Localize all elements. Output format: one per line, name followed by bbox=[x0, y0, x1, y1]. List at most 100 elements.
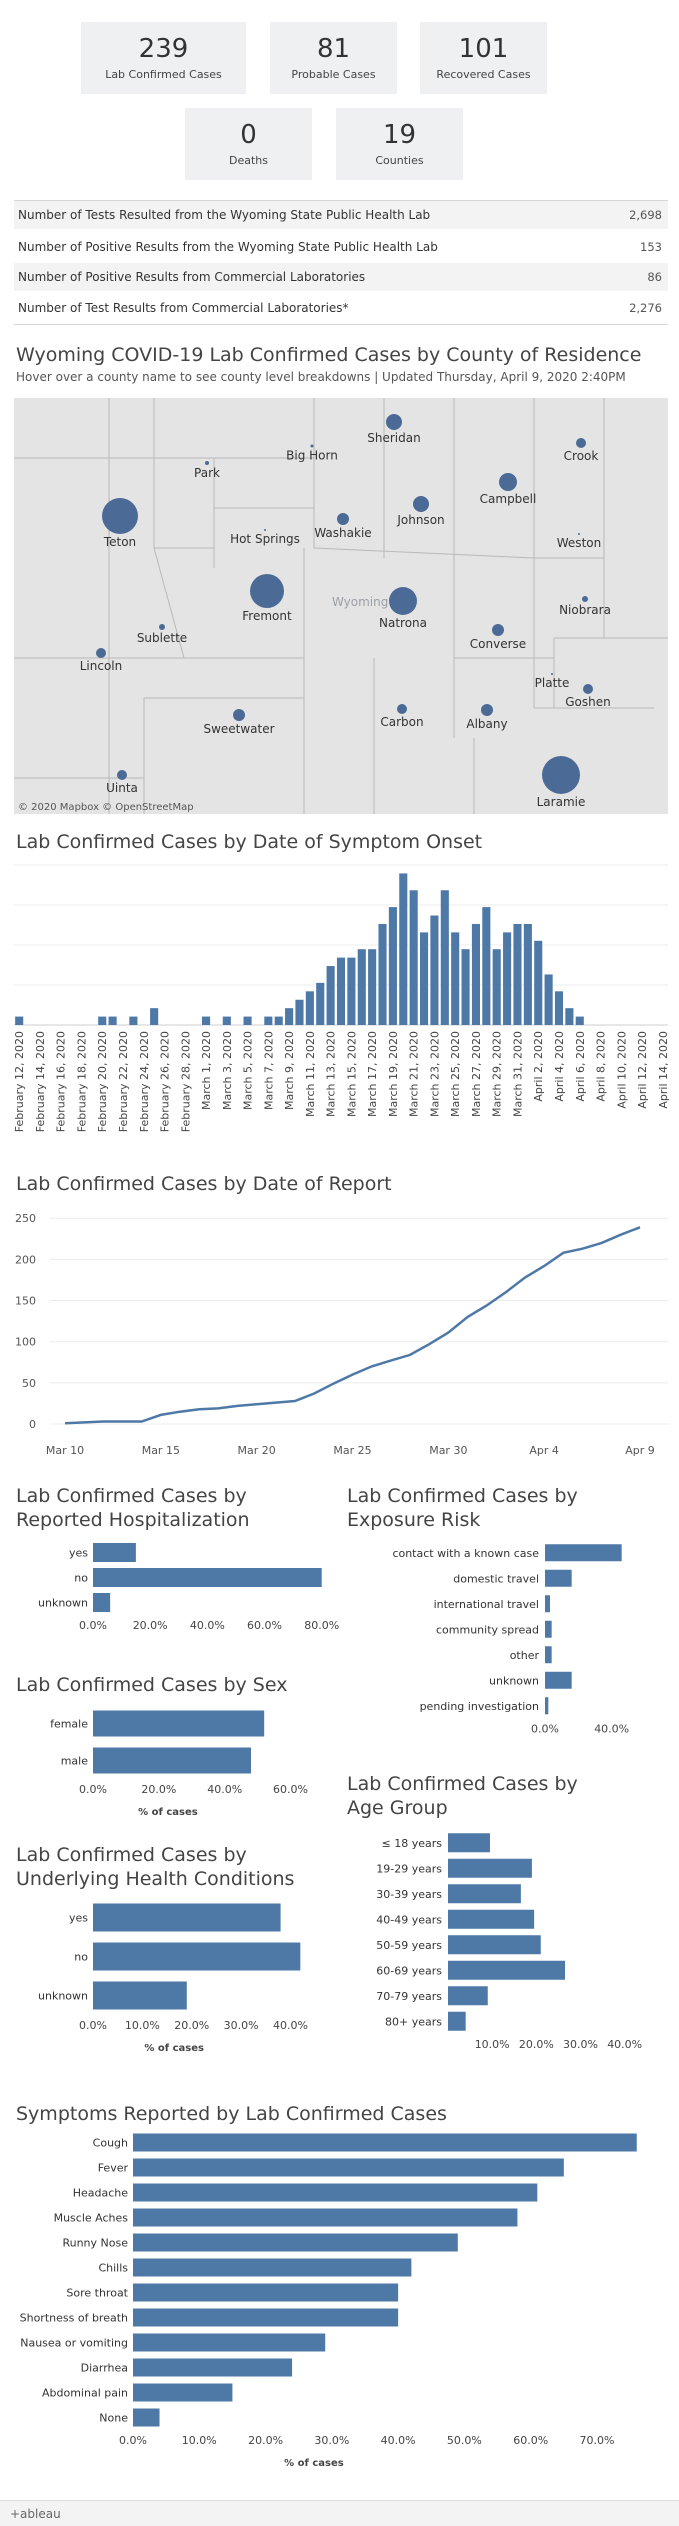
onset-bar[interactable] bbox=[492, 949, 501, 1025]
age-bar[interactable] bbox=[448, 2011, 466, 2031]
symp-bar[interactable] bbox=[133, 2183, 538, 2202]
county-label[interactable]: Converse bbox=[470, 637, 526, 651]
county-bubble-carbon[interactable] bbox=[397, 704, 407, 714]
onset-bar[interactable] bbox=[409, 890, 418, 1025]
county-bubble-sheridan[interactable] bbox=[386, 414, 402, 430]
county-label[interactable]: Sweetwater bbox=[203, 722, 274, 736]
county-bubble-teton[interactable] bbox=[102, 498, 138, 534]
county-bubble-lincoln[interactable] bbox=[96, 648, 106, 658]
onset-bar[interactable] bbox=[150, 1008, 159, 1025]
county-label[interactable]: Lincoln bbox=[80, 659, 123, 673]
sex-chart[interactable]: female male 0.0% 20.0% 40.0% 60.0% % of cases bbox=[0, 1705, 340, 1835]
sex-bar[interactable] bbox=[93, 1747, 252, 1774]
cond-bar[interactable] bbox=[93, 1903, 281, 1932]
symp-bar[interactable] bbox=[133, 2383, 233, 2402]
report-series-line[interactable] bbox=[64, 1226, 641, 1425]
county-bubble-big-horn[interactable] bbox=[310, 444, 314, 448]
age-bar[interactable] bbox=[448, 1909, 535, 1929]
onset-bar[interactable] bbox=[544, 974, 553, 1025]
onset-bar[interactable] bbox=[368, 949, 377, 1025]
onset-bar[interactable] bbox=[430, 915, 439, 1025]
county-bubble-hot-springs[interactable] bbox=[264, 529, 266, 531]
county-bubble-goshen[interactable] bbox=[583, 684, 593, 694]
county-label[interactable]: Carbon bbox=[380, 715, 423, 729]
symp-bar[interactable] bbox=[133, 2308, 399, 2327]
symp-bar[interactable] bbox=[133, 2258, 412, 2277]
age-bar[interactable] bbox=[448, 1986, 488, 2006]
county-bubble-washakie[interactable] bbox=[337, 513, 349, 525]
expo-bar[interactable] bbox=[545, 1646, 552, 1664]
report-chart[interactable]: 0 50 100 150 200 250 Mar 10 Mar 15 Mar 20 Mar 25 M… bbox=[0, 1200, 679, 1470]
county-bubble-park[interactable] bbox=[205, 461, 209, 465]
county-label[interactable]: Sublette bbox=[137, 631, 187, 645]
county-label[interactable]: Albany bbox=[466, 717, 507, 731]
county-bubble-uinta[interactable] bbox=[117, 770, 127, 780]
onset-bar[interactable] bbox=[285, 1008, 294, 1025]
county-label[interactable]: Johnson bbox=[396, 513, 444, 527]
symp-bar[interactable] bbox=[133, 2208, 518, 2227]
hosp-bar[interactable] bbox=[93, 1568, 322, 1587]
expo-bar[interactable] bbox=[545, 1569, 572, 1587]
symp-bar[interactable] bbox=[133, 2133, 637, 2152]
onset-chart[interactable]: February 12, 2020 February 14, 2020 Februa… bbox=[0, 860, 679, 1150]
sex-bar[interactable] bbox=[93, 1710, 265, 1737]
county-bubble-sublette[interactable] bbox=[159, 624, 165, 630]
symp-bar[interactable] bbox=[133, 2158, 564, 2177]
onset-bar[interactable] bbox=[222, 1016, 231, 1025]
county-label[interactable]: Laramie bbox=[537, 795, 586, 809]
onset-bar[interactable] bbox=[326, 966, 335, 1025]
onset-bar[interactable] bbox=[201, 1016, 211, 1025]
county-map[interactable]: Wyoming Sheridan Crook Big Horn Park Campbel… bbox=[14, 398, 668, 814]
onset-bar[interactable] bbox=[305, 991, 314, 1025]
county-label[interactable]: Crook bbox=[564, 449, 599, 463]
conditions-chart[interactable]: yes no unknown 0.0% 10.0% 20.0% 30.0% 40.0% % of… bbox=[0, 1898, 340, 2083]
onset-bar[interactable] bbox=[554, 991, 564, 1025]
onset-bar[interactable] bbox=[347, 957, 356, 1025]
county-label[interactable]: Teton bbox=[103, 535, 136, 549]
age-bar[interactable] bbox=[448, 1960, 566, 1980]
county-label[interactable]: Platte bbox=[535, 676, 570, 690]
county-label[interactable]: Fremont bbox=[242, 609, 292, 623]
onset-bar[interactable] bbox=[108, 1016, 117, 1025]
county-label[interactable]: Sheridan bbox=[367, 431, 420, 445]
county-bubble-campbell[interactable] bbox=[499, 473, 517, 491]
symp-bar[interactable] bbox=[133, 2283, 399, 2302]
cond-bar[interactable] bbox=[93, 1942, 301, 1971]
onset-bar[interactable] bbox=[419, 932, 429, 1025]
county-bubble-crook[interactable] bbox=[576, 438, 586, 448]
hosp-bar[interactable] bbox=[93, 1593, 111, 1612]
onset-bar[interactable] bbox=[98, 1016, 107, 1025]
tableau-logo[interactable]: +ableau bbox=[10, 2507, 61, 2521]
age-bar[interactable] bbox=[448, 1884, 521, 1904]
county-bubble-natrona[interactable] bbox=[389, 587, 417, 615]
symp-bar[interactable] bbox=[133, 2358, 293, 2377]
county-label[interactable]: Goshen bbox=[565, 695, 611, 709]
onset-bar[interactable] bbox=[264, 1016, 273, 1025]
cond-bar[interactable] bbox=[93, 1981, 187, 2010]
county-label[interactable]: Niobrara bbox=[559, 603, 611, 617]
onset-bar[interactable] bbox=[575, 1016, 584, 1025]
symp-bar[interactable] bbox=[133, 2233, 458, 2252]
onset-bar[interactable] bbox=[461, 949, 470, 1025]
onset-bar[interactable] bbox=[513, 923, 522, 1025]
county-label[interactable]: Campbell bbox=[480, 492, 537, 506]
county-bubble-niobrara[interactable] bbox=[582, 596, 588, 602]
expo-bar[interactable] bbox=[545, 1620, 552, 1638]
onset-bar[interactable] bbox=[295, 999, 304, 1025]
onset-bar[interactable] bbox=[399, 873, 408, 1025]
onset-bar[interactable] bbox=[451, 932, 460, 1025]
age-bar[interactable] bbox=[448, 1858, 532, 1878]
county-label[interactable]: Washakie bbox=[314, 526, 371, 540]
onset-bar[interactable] bbox=[482, 907, 491, 1025]
agegroup-chart[interactable]: ≤ 18 years 19-29 years 30-39 years 40-49 ye… bbox=[340, 1830, 679, 2095]
onset-bar[interactable] bbox=[378, 923, 387, 1025]
expo-bar[interactable] bbox=[545, 1595, 550, 1613]
symp-bar[interactable] bbox=[133, 2408, 160, 2427]
onset-bar[interactable] bbox=[243, 1016, 252, 1025]
age-bar[interactable] bbox=[448, 1935, 541, 1955]
county-bubble-johnson[interactable] bbox=[413, 496, 429, 512]
expo-bar[interactable] bbox=[545, 1544, 622, 1562]
county-label[interactable]: Uinta bbox=[106, 781, 138, 795]
county-label[interactable]: Natrona bbox=[379, 616, 427, 630]
county-label[interactable]: Hot Springs bbox=[230, 532, 300, 546]
